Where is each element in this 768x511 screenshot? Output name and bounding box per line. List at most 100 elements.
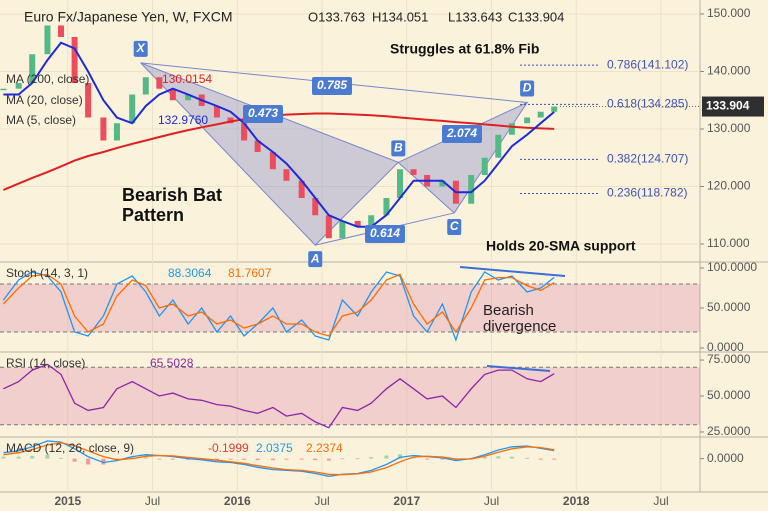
candle — [113, 123, 120, 141]
ohlc-value: O133.763 — [308, 9, 365, 24]
candle — [254, 140, 261, 152]
x-tick-label: 2018 — [563, 494, 590, 508]
histogram-bar — [355, 458, 360, 460]
candle — [495, 134, 502, 158]
candle — [269, 151, 276, 170]
legend-entry: MA (20, close) — [6, 93, 83, 107]
candle — [298, 180, 305, 198]
x-tick-label: 2017 — [393, 494, 420, 508]
ohlc-value: C133.904 — [508, 9, 564, 24]
candle — [58, 25, 65, 37]
ratio-label: 0.785 — [317, 78, 347, 92]
candle — [537, 111, 544, 118]
histogram-bar — [340, 458, 345, 460]
ratio-box — [442, 125, 482, 143]
divergence-line — [486, 365, 551, 372]
histogram-bar — [440, 458, 445, 460]
histogram-bar — [59, 457, 64, 459]
y-tick-label: 75.0000 — [707, 352, 751, 366]
pattern-point-box — [447, 218, 462, 235]
histogram-bar — [398, 454, 402, 459]
pane-title: Stoch (14, 3, 1) — [6, 266, 88, 280]
ratio-box — [365, 225, 405, 243]
pane-title: RSI (14, close) — [6, 356, 85, 370]
histogram-bar — [525, 457, 530, 459]
y-tick-label: 25.0000 — [707, 424, 751, 438]
histogram-bar — [384, 455, 389, 459]
histogram-bar — [509, 456, 514, 459]
legend-value: 81.7607 — [228, 266, 272, 280]
candle — [524, 117, 531, 124]
x-tick-label: 2015 — [54, 494, 81, 508]
histogram-bar — [114, 458, 119, 460]
histogram-bar — [326, 458, 331, 461]
candle — [325, 215, 332, 239]
ratio-box — [243, 105, 283, 123]
candle — [15, 82, 22, 89]
y-tick-label: 150.000 — [707, 6, 751, 20]
candle — [85, 82, 92, 118]
x-tick-label: 2016 — [224, 494, 251, 508]
histogram-bar — [16, 456, 21, 459]
series-line — [2, 273, 555, 337]
histogram-bar — [242, 458, 247, 460]
candle — [508, 123, 515, 135]
histogram-bar — [143, 457, 148, 459]
x-tick-label: Jul — [314, 494, 329, 508]
histogram-bar — [270, 458, 275, 461]
y-tick-label: 120.000 — [707, 179, 751, 193]
annotation: Struggles at 61.8% Fib — [390, 41, 539, 57]
histogram-bar — [228, 458, 233, 460]
chart-title: Euro Fx/Japanese Yen, W, FXCM — [24, 9, 233, 25]
histogram-bar — [45, 454, 50, 459]
histogram-bar — [425, 458, 430, 460]
histogram-bar — [214, 458, 219, 461]
legend-value: 88.3064 — [168, 266, 212, 280]
series-line — [3, 363, 555, 429]
x-tick-label: Jul — [653, 494, 668, 508]
series-line — [3, 41, 555, 228]
ratio-label: 2.074 — [446, 126, 477, 140]
legend-value: 132.9760 — [158, 113, 208, 127]
candle — [29, 54, 36, 83]
candle — [71, 36, 78, 83]
candle — [129, 94, 136, 124]
last-price-box — [702, 96, 764, 117]
candle — [44, 25, 51, 55]
y-tick-label: 110.000 — [707, 236, 750, 250]
annotation: Pattern — [122, 205, 184, 225]
x-tick-label: Jul — [484, 494, 499, 508]
histogram-bar — [157, 458, 162, 460]
histogram-bar — [552, 458, 557, 460]
histogram-bar — [101, 458, 106, 465]
pattern-point-label: D — [523, 81, 532, 95]
histogram-bar — [130, 456, 135, 459]
ohlc-value: H134.051 — [372, 9, 428, 24]
ohlc-value: L133.643 — [448, 9, 502, 24]
legend-value: 2.2374 — [306, 441, 343, 455]
candle — [339, 220, 346, 239]
pattern-point-box — [133, 40, 148, 57]
histogram-bar — [538, 458, 543, 460]
last-price-label: 133.904 — [706, 99, 750, 113]
candle — [383, 197, 390, 216]
ratio-box — [312, 77, 352, 95]
candle — [0, 88, 7, 91]
histogram-bar — [482, 457, 487, 459]
candle — [439, 180, 446, 187]
candle — [156, 77, 163, 89]
candle — [227, 117, 234, 124]
pattern-point-label: X — [136, 41, 146, 55]
divergence-line — [459, 266, 566, 277]
candle — [142, 77, 149, 95]
fib-label: 0.618(134.285) — [607, 97, 688, 111]
fib-label: 0.382(124.707) — [607, 152, 688, 166]
ratio-label: 0.473 — [248, 106, 278, 120]
candle — [551, 106, 558, 112]
pattern-point-box — [391, 140, 406, 157]
candle — [410, 169, 417, 175]
candle — [354, 220, 361, 227]
annotation: Bearish Bat — [122, 185, 222, 205]
